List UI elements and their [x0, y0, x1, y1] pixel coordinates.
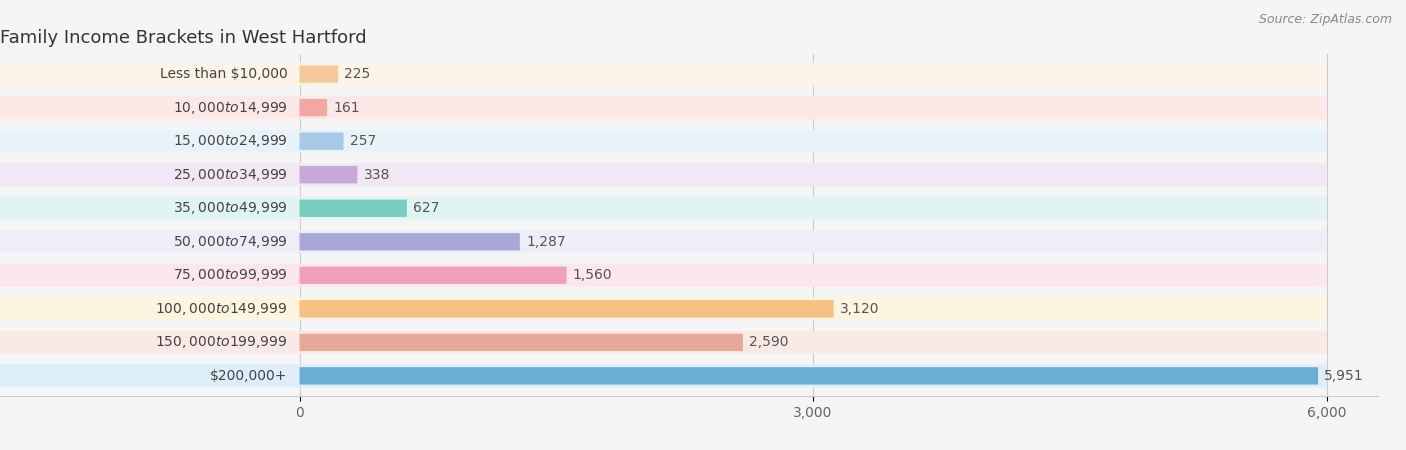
Text: Family Income Brackets in West Hartford: Family Income Brackets in West Hartford: [0, 29, 367, 47]
FancyBboxPatch shape: [0, 297, 1326, 320]
Text: $200,000+: $200,000+: [209, 369, 288, 383]
Text: 5,951: 5,951: [1324, 369, 1364, 383]
Text: 1,287: 1,287: [526, 235, 565, 249]
Text: $100,000 to $149,999: $100,000 to $149,999: [155, 301, 288, 317]
FancyBboxPatch shape: [0, 264, 1326, 287]
FancyBboxPatch shape: [299, 166, 357, 183]
FancyBboxPatch shape: [0, 331, 1326, 354]
FancyBboxPatch shape: [0, 163, 1326, 186]
Text: 1,560: 1,560: [572, 268, 613, 282]
FancyBboxPatch shape: [299, 132, 343, 150]
FancyBboxPatch shape: [0, 96, 1326, 119]
Text: $15,000 to $24,999: $15,000 to $24,999: [173, 133, 288, 149]
Text: $50,000 to $74,999: $50,000 to $74,999: [173, 234, 288, 250]
Text: 257: 257: [350, 134, 375, 148]
Text: $35,000 to $49,999: $35,000 to $49,999: [173, 200, 288, 216]
FancyBboxPatch shape: [0, 230, 1326, 253]
Text: 161: 161: [333, 101, 360, 115]
Text: 338: 338: [364, 168, 389, 182]
FancyBboxPatch shape: [299, 300, 834, 318]
FancyBboxPatch shape: [0, 63, 1326, 86]
FancyBboxPatch shape: [0, 130, 1326, 153]
FancyBboxPatch shape: [299, 65, 337, 83]
Text: 627: 627: [413, 201, 440, 215]
Text: Less than $10,000: Less than $10,000: [160, 67, 288, 81]
FancyBboxPatch shape: [299, 199, 406, 217]
Text: $10,000 to $14,999: $10,000 to $14,999: [173, 99, 288, 116]
FancyBboxPatch shape: [299, 367, 1319, 385]
Text: $75,000 to $99,999: $75,000 to $99,999: [173, 267, 288, 284]
Text: $25,000 to $34,999: $25,000 to $34,999: [173, 166, 288, 183]
Text: 3,120: 3,120: [839, 302, 879, 316]
FancyBboxPatch shape: [299, 267, 567, 284]
FancyBboxPatch shape: [299, 334, 742, 351]
FancyBboxPatch shape: [299, 233, 520, 251]
Text: Source: ZipAtlas.com: Source: ZipAtlas.com: [1258, 14, 1392, 27]
FancyBboxPatch shape: [0, 364, 1326, 387]
Text: $150,000 to $199,999: $150,000 to $199,999: [155, 334, 288, 351]
FancyBboxPatch shape: [299, 99, 328, 116]
Text: 2,590: 2,590: [749, 335, 789, 349]
Text: 225: 225: [344, 67, 370, 81]
FancyBboxPatch shape: [0, 197, 1326, 220]
